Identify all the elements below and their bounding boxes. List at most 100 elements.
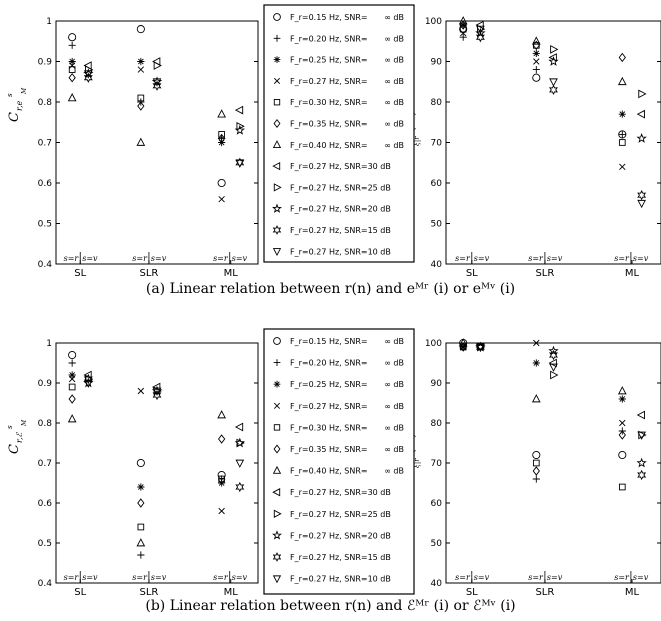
y-tick-label: 0.8 <box>38 98 53 108</box>
legend-entry: F_r=0.25 Hz, SNR= ∞ dB <box>273 56 404 65</box>
legend-frame <box>263 4 415 263</box>
legend-label: F_r=0.20 Hz, SNR= <box>290 359 368 368</box>
marker-triangle-up <box>272 140 282 148</box>
marker-hexagram <box>272 225 282 235</box>
marker-triangle-left <box>234 422 244 432</box>
marker-triangle-left <box>272 161 281 171</box>
marker-triangle-up <box>272 465 282 474</box>
sub-label-s-v: s=v <box>474 573 490 582</box>
legend-entry: F_r=0.27 Hz, SNR= ∞ dB <box>273 402 404 411</box>
sub-label-s-r: s=r <box>132 254 148 263</box>
marker-pentagram <box>234 437 245 448</box>
marker-triangle-up <box>67 414 77 423</box>
legend-entry: F_r=0.40 Hz, SNR= ∞ dB <box>272 140 404 150</box>
marker-asterisk <box>532 359 540 367</box>
marker-square <box>532 459 540 467</box>
legend-entry: F_r=0.27 Hz, SNR=25 dB <box>273 509 391 519</box>
marker-x <box>460 29 467 37</box>
marker-triangle-right <box>638 430 647 440</box>
marker-square <box>137 523 145 531</box>
svg-text:ξ|r: ξ|r <box>413 458 421 468</box>
marker-x <box>137 66 145 73</box>
y-tick-label: 0.5 <box>38 539 52 549</box>
legend-label: F_r=0.15 Hz, SNR= <box>290 337 368 346</box>
sub-label-s-r: s=r <box>455 254 471 263</box>
y-tick-label: 90 <box>431 379 443 389</box>
legend-entry: F_r=0.30 Hz, SNR= ∞ dB <box>273 98 404 107</box>
marker-circle <box>273 13 281 21</box>
marker-triangle-down <box>83 379 93 388</box>
sub-label-s-r: s=r <box>455 573 471 582</box>
sub-label-s-v: s=v <box>547 254 563 263</box>
marker-plus <box>459 33 467 41</box>
sub-label-s-r: s=r <box>614 254 630 263</box>
x-category-label: SL <box>74 587 86 598</box>
marker-triangle-right <box>550 370 559 380</box>
x-category-label: ML <box>224 587 239 598</box>
marker-asterisk <box>618 110 626 118</box>
marker-diamond <box>137 498 145 508</box>
marker-x <box>619 163 626 170</box>
marker-asterisk <box>137 483 145 491</box>
marker-triangle-left <box>272 488 281 497</box>
marker-plus <box>532 475 540 483</box>
legend-entry: F_r=0.40 Hz, SNR= ∞ dB <box>272 465 404 476</box>
x-category-label: ML <box>625 587 640 598</box>
marker-square <box>618 483 626 491</box>
sub-label-s-v: s=v <box>82 573 98 582</box>
marker-circle <box>273 337 281 345</box>
marker-pentagram <box>548 345 559 356</box>
y-tick-label: 80 <box>431 419 443 429</box>
legend-label: F_r=0.40 Hz, SNR= <box>290 141 368 150</box>
marker-hexagram <box>235 481 245 493</box>
legend-legend_a: F_r=0.15 Hz, SNR= ∞ dB F_r=0.20 Hz, SNR= ∞ … <box>263 4 415 263</box>
marker-asterisk <box>218 479 226 487</box>
legend-entry: F_r=0.20 Hz, SNR= ∞ dB <box>273 359 404 368</box>
marker-hexagram <box>549 84 558 95</box>
marker-asterisk <box>273 380 281 388</box>
marker-triangle-left <box>636 109 645 119</box>
svg-text:C: C <box>7 444 22 454</box>
marker-square <box>273 99 281 106</box>
legend-entry: F_r=0.27 Hz, SNR= ∞ dB <box>273 77 404 86</box>
svg-text:M: M <box>21 87 28 95</box>
y-tick-label: 40 <box>431 260 443 270</box>
legend-snr: ∞ dB <box>384 423 404 432</box>
caption-b: (b) Linear relation between r(n) and ℰᴹʳ… <box>145 598 516 614</box>
y-tick-label: 60 <box>431 499 443 509</box>
marker-hexagram <box>152 389 162 401</box>
marker-plus <box>68 359 76 367</box>
legend-entry: F_r=0.27 Hz, SNR=30 dB <box>272 488 391 497</box>
y-tick-label: 0.6 <box>38 179 53 189</box>
legend-entry: F_r=0.27 Hz, SNR=25 dB <box>273 183 391 192</box>
marker-square <box>459 25 467 33</box>
legend-snr: ∞ dB <box>384 380 404 389</box>
marker-triangle-up <box>136 538 146 547</box>
y-tick-label: 0.9 <box>38 379 53 389</box>
sub-label-s-v: s=v <box>547 573 563 582</box>
legend-label: F_r=0.30 Hz, SNR= <box>290 98 368 107</box>
legend-label: F_r=0.27 Hz, SNR=30 dB <box>290 488 391 497</box>
legend-label: F_r=0.27 Hz, SNR=10 dB <box>290 247 391 256</box>
marker-diamond <box>273 444 281 454</box>
legend-snr: ∞ dB <box>384 337 404 346</box>
legend-entry: F_r=0.27 Hz, SNR=10 dB <box>272 247 391 256</box>
legend-label: F_r=0.27 Hz, SNR=20 dB <box>290 205 391 214</box>
marker-circle <box>68 350 77 360</box>
y-tick-label: 100 <box>425 339 442 349</box>
y-tick-label: 0.4 <box>38 579 53 589</box>
marker-pentagram <box>548 56 559 66</box>
marker-triangle-up <box>531 36 541 45</box>
legend-label: F_r=0.15 Hz, SNR= <box>290 13 368 22</box>
marker-triangle-down <box>637 199 646 209</box>
svg-text:s: s <box>6 93 14 97</box>
legend-snr: ∞ dB <box>384 13 404 22</box>
marker-plus <box>273 34 281 42</box>
marker-square <box>218 475 225 483</box>
marker-hexagram <box>637 469 647 481</box>
legend-snr: ∞ dB <box>384 445 404 454</box>
